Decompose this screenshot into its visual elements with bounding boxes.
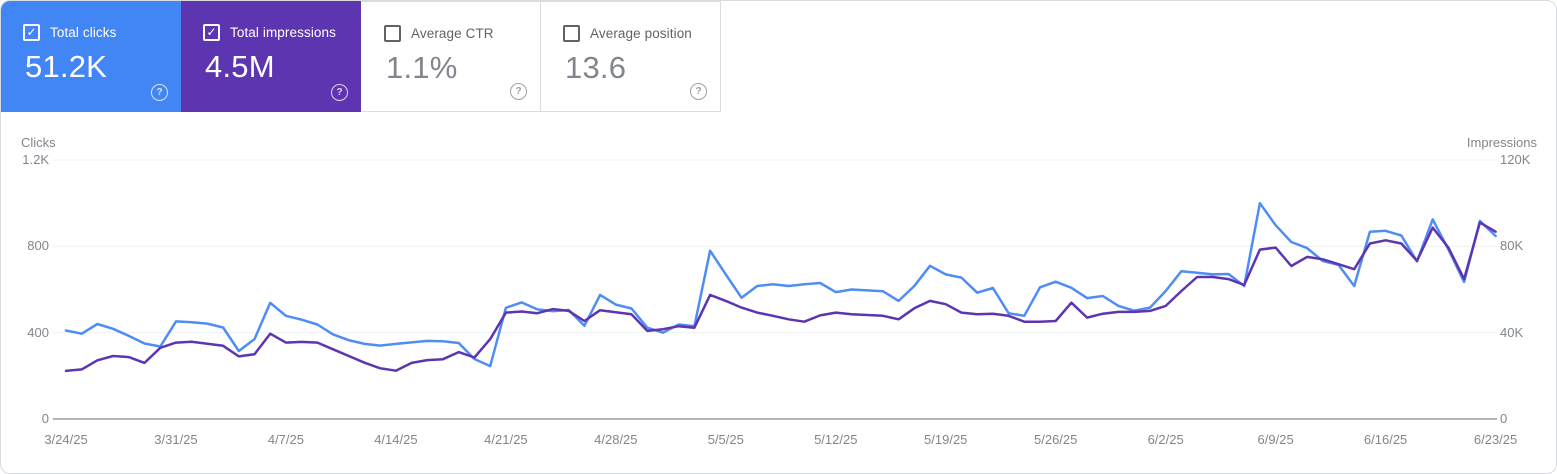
help-icon[interactable]: ?: [151, 84, 168, 101]
x-axis-label: 4/28/25: [594, 432, 638, 447]
series-line-clicks[interactable]: [64, 201, 1497, 368]
x-axis-label: 5/26/25: [1034, 432, 1078, 447]
total-impressions-checkbox[interactable]: ✓: [203, 24, 220, 41]
left-axis-tick: 400: [27, 324, 49, 340]
metric-card-label: Total clicks: [50, 25, 117, 40]
x-axis-label: 6/23/25: [1473, 432, 1518, 447]
check-icon: ✓: [26, 25, 37, 39]
metric-card-total-clicks[interactable]: ✓ Total clicks 51.2K ?: [1, 1, 181, 112]
x-axis-label: 5/19/25: [924, 432, 968, 447]
metric-card-average-position[interactable]: ✓ Average position 13.6 ?: [541, 1, 721, 112]
average-ctr-value: 1.1%: [386, 50, 458, 85]
average-ctr-checkbox[interactable]: ✓: [384, 25, 401, 42]
right-axis-title: Impressions: [1466, 135, 1537, 150]
x-axis-label: 5/5/25: [707, 432, 744, 447]
metric-card-average-ctr[interactable]: ✓ Average CTR 1.1% ?: [361, 1, 541, 112]
average-position-value: 13.6: [565, 50, 627, 85]
x-axis-label: 6/16/25: [1363, 432, 1408, 447]
left-axis-tick: 0: [41, 411, 49, 426]
x-axis-label: 6/9/25: [1257, 432, 1294, 447]
help-icon[interactable]: ?: [331, 84, 348, 101]
left-axis-title: Clicks: [21, 135, 56, 150]
average-position-checkbox[interactable]: ✓: [563, 25, 580, 42]
x-axis-label: 4/7/25: [267, 432, 304, 447]
right-axis-tick: 40K: [1500, 324, 1524, 340]
series-line-impressions[interactable]: [64, 221, 1497, 373]
left-axis-tick: 800: [27, 238, 49, 254]
left-axis-tick: 1.2K: [22, 152, 49, 167]
help-icon[interactable]: ?: [690, 83, 707, 100]
total-impressions-value: 4.5M: [205, 49, 275, 84]
help-icon[interactable]: ?: [510, 83, 527, 100]
metric-card-label: Total impressions: [230, 25, 336, 40]
x-axis-label: 5/12/25: [814, 432, 858, 447]
metric-card-label: Average position: [590, 26, 692, 41]
x-axis-label: 4/14/25: [374, 432, 418, 447]
total-clicks-checkbox[interactable]: ✓: [23, 24, 40, 41]
check-icon: ✓: [206, 25, 217, 39]
right-axis-tick: 120K: [1500, 152, 1531, 167]
metric-card-label: Average CTR: [411, 26, 494, 41]
metric-card-total-impressions[interactable]: ✓ Total impressions 4.5M ?: [181, 1, 361, 112]
x-axis-label: 4/21/25: [484, 432, 528, 447]
x-axis-label: 3/24/25: [44, 432, 88, 447]
x-axis-label: 6/2/25: [1147, 432, 1184, 447]
total-clicks-value: 51.2K: [25, 49, 108, 84]
right-axis-tick: 0: [1500, 411, 1508, 426]
metric-cards: ✓ Total clicks 51.2K ? ✓ Total impressio…: [1, 1, 721, 112]
x-axis-label: 3/31/25: [154, 432, 198, 447]
right-axis-tick: 80K: [1500, 238, 1524, 254]
